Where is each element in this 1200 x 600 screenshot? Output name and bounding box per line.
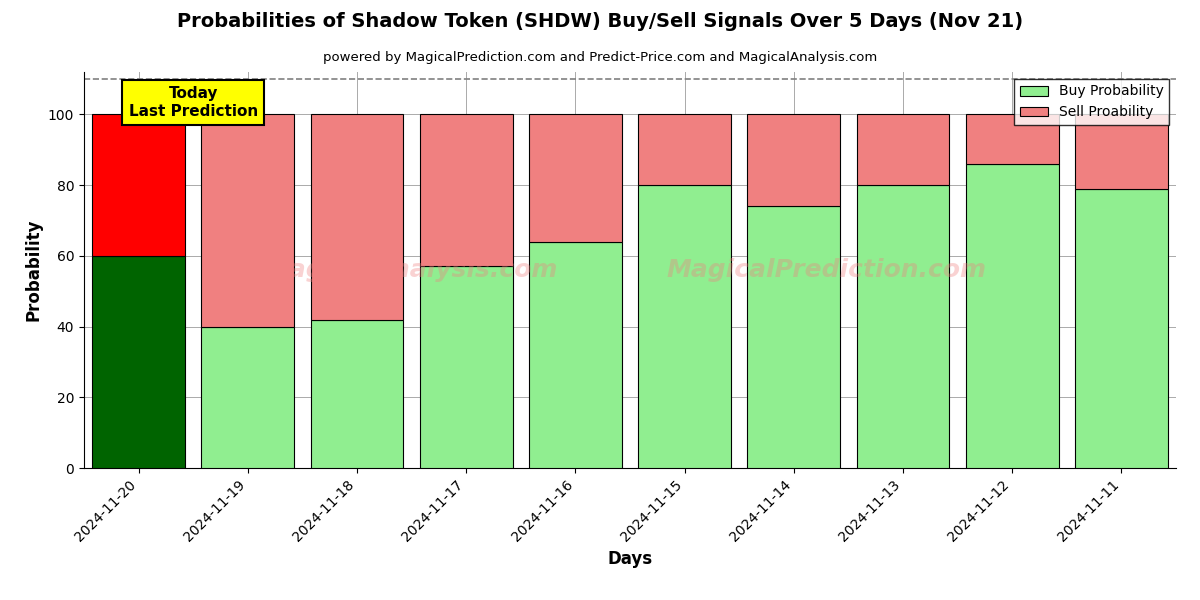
Text: Probabilities of Shadow Token (SHDW) Buy/Sell Signals Over 5 Days (Nov 21): Probabilities of Shadow Token (SHDW) Buy… [176, 12, 1024, 31]
Text: powered by MagicalPrediction.com and Predict-Price.com and MagicalAnalysis.com: powered by MagicalPrediction.com and Pre… [323, 51, 877, 64]
X-axis label: Days: Days [607, 550, 653, 568]
Bar [857, 115, 949, 185]
Bar [311, 319, 403, 468]
Legend: Buy Probability, Sell Proability: Buy Probability, Sell Proability [1014, 79, 1169, 125]
Bar [638, 185, 731, 468]
Y-axis label: Probability: Probability [24, 219, 42, 321]
Text: MagicalAnalysis.com: MagicalAnalysis.com [265, 258, 558, 282]
Bar [529, 242, 622, 468]
Bar [92, 115, 185, 256]
Bar [92, 256, 185, 468]
Text: Today
Last Prediction: Today Last Prediction [128, 86, 258, 119]
Bar [529, 115, 622, 242]
Bar [420, 115, 512, 266]
Bar [638, 115, 731, 185]
Bar [748, 115, 840, 206]
Bar [202, 326, 294, 468]
Text: MagicalPrediction.com: MagicalPrediction.com [666, 258, 986, 282]
Bar [966, 164, 1058, 468]
Bar [748, 206, 840, 468]
Bar [311, 115, 403, 319]
Bar [1075, 115, 1168, 188]
Bar [1075, 188, 1168, 468]
Bar [966, 115, 1058, 164]
Bar [857, 185, 949, 468]
Bar [420, 266, 512, 468]
Bar [202, 115, 294, 326]
